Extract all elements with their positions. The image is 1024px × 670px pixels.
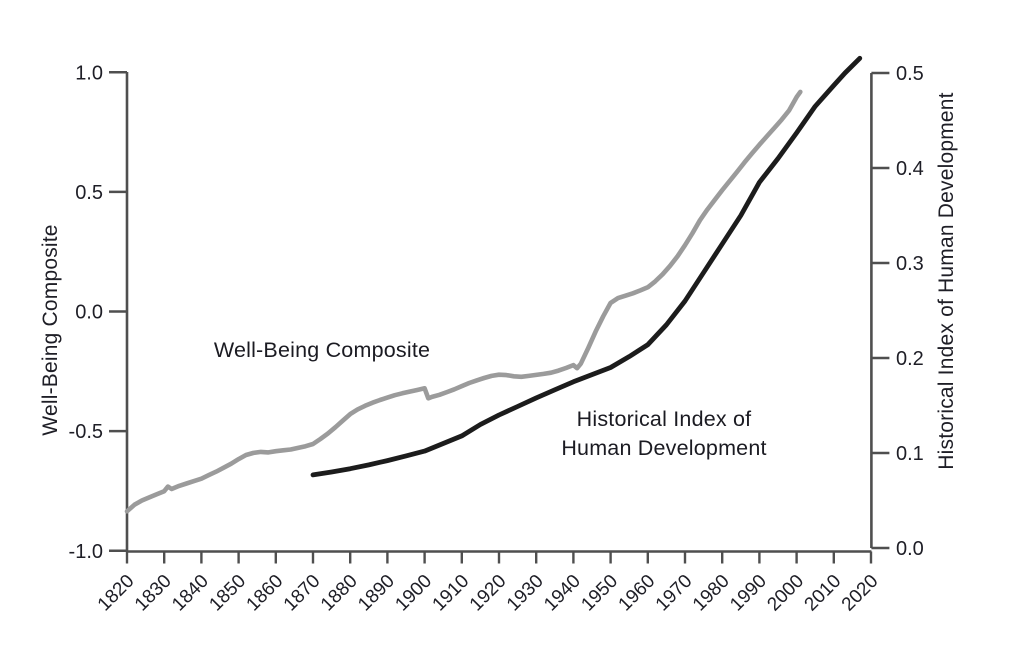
series-line-wellbeing [124, 89, 803, 514]
right-axis-tick-label: 0.4 [896, 158, 924, 180]
right-axis-tick-label: 0.2 [896, 348, 924, 370]
x-axis-tick-label: 1920 [466, 571, 511, 616]
x-axis-tick-label: 1850 [205, 571, 250, 616]
x-axis-tick-label: 1840 [168, 571, 213, 616]
x-axis-tick-label: 1900 [391, 571, 436, 616]
left-axis-tick-label: 1.0 [75, 62, 103, 84]
x-axis-tick-label: 1940 [540, 571, 585, 616]
x-axis-tick-label: 1960 [615, 571, 660, 616]
x-axis-tick-label: 1970 [652, 571, 697, 616]
right-axis-tick-label: 0.5 [896, 63, 924, 85]
x-axis-tick-label: 1860 [243, 571, 288, 616]
annotation-wellbeing-composite: Well-Being Composite [213, 338, 431, 362]
x-axis-tick-label: 1820 [94, 571, 139, 616]
right-axis-title: Historical Index of Human Development [935, 92, 958, 470]
x-axis-tick-label: 2010 [801, 571, 846, 616]
left-axis-tick-label: -1.0 [69, 541, 103, 563]
x-axis-tick-label: 1930 [503, 571, 548, 616]
annotation-historical-index: Historical Index of Human Development [561, 407, 767, 460]
x-axis-tick-label: 1990 [726, 571, 771, 616]
left-axis-title: Well-Being Composite [39, 224, 62, 436]
x-axis-tick-label: 1880 [317, 571, 362, 616]
x-axis-tick-label: 2000 [763, 571, 808, 616]
x-axis-tick-label: 1870 [280, 571, 325, 616]
left-axis-tick-label: 0.0 [75, 302, 103, 324]
right-axis-tick-label: 0.3 [896, 253, 924, 275]
x-axis-tick-label: 2020 [838, 571, 883, 616]
right-axis-tick-label: 0.0 [896, 538, 924, 560]
x-axis-tick-label: 1980 [689, 571, 734, 616]
left-axis-tick-label: -0.5 [69, 421, 103, 443]
x-axis-tick-label: 1950 [577, 571, 622, 616]
x-axis-tick-label: 1830 [131, 571, 176, 616]
x-axis-tick-label: 1890 [354, 571, 399, 616]
x-axis-tick-label: 1910 [429, 571, 474, 616]
series-line-hihd [310, 55, 863, 478]
left-axis-tick-label: 0.5 [75, 182, 103, 204]
right-axis-tick-label: 0.1 [896, 443, 924, 465]
